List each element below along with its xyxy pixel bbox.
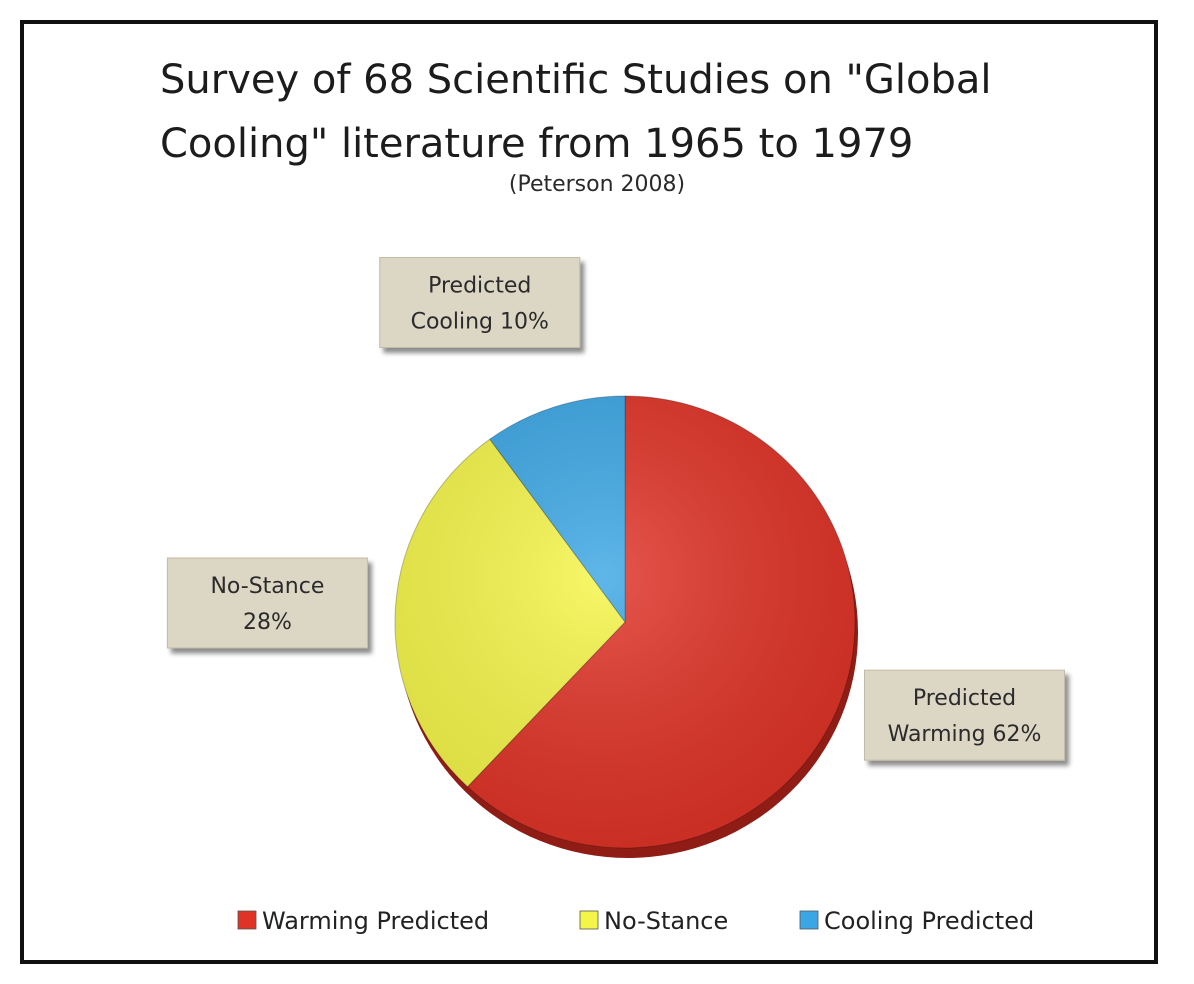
pie-callouts: Predicted Warming 62% No-Stance 28% Predicte… xyxy=(166,256,1066,761)
legend-item-cooling-predicted: Cooling Predicted xyxy=(799,907,1034,935)
legend-item-no-stance: No-Stance xyxy=(579,907,728,935)
callout-box xyxy=(864,669,1066,761)
callout-label-line: No-Stance xyxy=(210,574,324,599)
callout-label-line: Predicted xyxy=(428,273,531,298)
legend-swatch xyxy=(579,910,599,930)
callout-label-line: Predicted xyxy=(913,686,1016,711)
legend-label: No-Stance xyxy=(604,907,728,935)
chart-subtitle: (Peterson 2008) xyxy=(508,172,686,197)
callout-box xyxy=(166,557,368,649)
callout-label-line: 28% xyxy=(243,610,292,635)
callout-no-stance: No-Stance 28% xyxy=(166,557,368,649)
legend-swatch xyxy=(237,910,257,930)
chart-title: Survey of 68 Scientific Studies on "Glob… xyxy=(160,57,992,167)
callout-label-line: Cooling 10% xyxy=(411,309,549,334)
callout-cooling-predicted: Predicted Cooling 10% xyxy=(379,256,581,348)
legend: Warming Predicted No-Stance Cooling Predic… xyxy=(237,907,1034,935)
legend-label: Cooling Predicted xyxy=(824,907,1034,935)
legend-label: Warming Predicted xyxy=(262,907,489,935)
callout-box xyxy=(379,256,581,348)
legend-item-warming-predicted: Warming Predicted xyxy=(237,907,489,935)
callout-warming-predicted: Predicted Warming 62% xyxy=(864,669,1066,761)
legend-swatch xyxy=(799,910,819,930)
callout-label-line: Warming 62% xyxy=(888,722,1042,747)
pie-slices xyxy=(394,395,856,849)
